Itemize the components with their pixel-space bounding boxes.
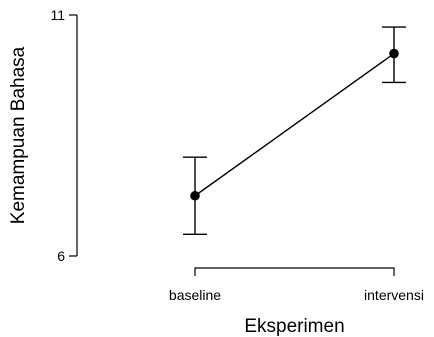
plot-area [183,26,406,236]
y-tick-label-1: 11 [50,7,65,23]
series-line [194,52,395,197]
y-axis-title: Kemampuan Bahasa [8,46,29,224]
x-axis: baseline intervensi Eksperimen [169,267,424,337]
x-axis-line [194,267,395,276]
y-tick-label-0: 6 [57,248,65,264]
x-tick-label-intervensi: intervensi [364,287,424,303]
x-tick-label-baseline: baseline [169,287,221,303]
point-baseline [190,190,200,201]
y-ticks: 6 11 [50,7,77,264]
y-axis: 6 11 Kemampuan Bahasa [8,7,78,264]
x-axis-title: Eksperimen [244,316,344,337]
point-intervensi [389,48,399,59]
x-ticks: baseline intervensi [169,287,424,303]
